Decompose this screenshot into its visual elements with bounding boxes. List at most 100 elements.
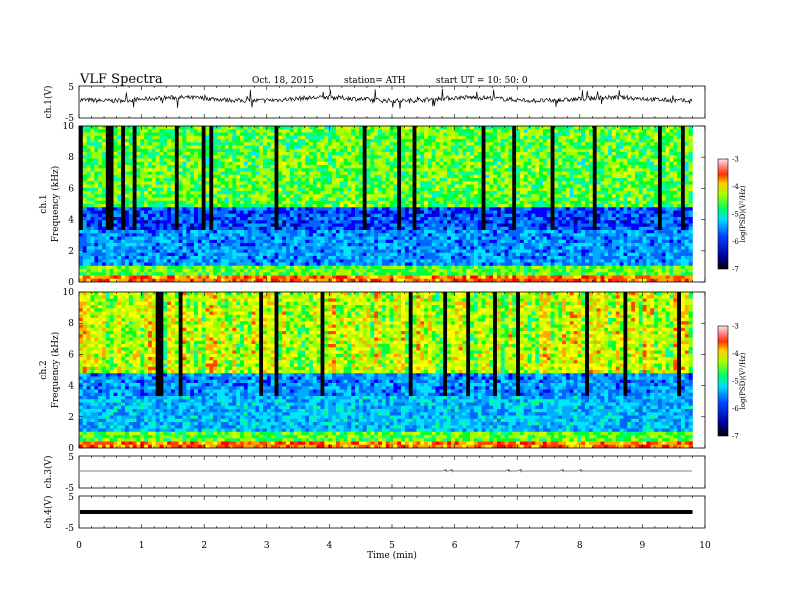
heatmap-cell <box>220 197 225 202</box>
heatmap-cell <box>148 246 153 250</box>
heatmap-cell <box>148 165 153 169</box>
heatmap-cell <box>79 249 84 254</box>
heatmap-cell <box>109 145 114 150</box>
heatmap-cell <box>255 135 260 140</box>
heatmap-cell <box>412 187 417 192</box>
heatmap-cell <box>136 161 141 166</box>
heatmap-cell <box>182 262 187 267</box>
heatmap-cell <box>347 223 352 228</box>
heatmap-cell <box>358 269 364 273</box>
heatmap-cell <box>324 210 329 215</box>
heatmap-cell <box>328 139 333 143</box>
heatmap-cell <box>102 243 107 247</box>
heatmap-cell <box>366 168 371 172</box>
heatmap-cell <box>109 265 114 270</box>
heatmap-cell <box>427 184 433 189</box>
heatmap-cell <box>431 207 436 211</box>
heatmap-cell <box>105 132 110 137</box>
heatmap-cell <box>458 158 463 163</box>
heatmap-cell <box>263 236 268 241</box>
heatmap-cell <box>339 259 344 263</box>
heatmap-cell <box>305 145 310 150</box>
heatmap-cell <box>79 191 84 195</box>
heatmap-cell <box>282 252 287 257</box>
heatmap-cell <box>462 249 467 254</box>
heatmap-cell <box>358 145 364 150</box>
heatmap-cell <box>132 236 137 241</box>
heatmap-cell <box>263 262 268 267</box>
heatmap-cell <box>462 226 467 231</box>
heatmap-cell <box>79 181 84 185</box>
heatmap-cell <box>297 217 302 221</box>
heatmap-cell <box>255 252 260 257</box>
heatmap-cell <box>312 178 318 182</box>
heatmap-cell <box>251 152 256 156</box>
heatmap-cell <box>159 278 164 282</box>
heatmap-cell <box>190 220 195 224</box>
heatmap-cell <box>243 194 248 198</box>
heatmap-cell <box>328 135 333 140</box>
heatmap-cell <box>412 161 417 166</box>
heatmap-cell <box>174 223 179 228</box>
heatmap-cell <box>90 278 95 282</box>
heatmap-cell <box>109 213 114 218</box>
heatmap-cell <box>128 213 133 218</box>
heatmap-cell <box>366 194 371 198</box>
heatmap-cell <box>420 204 425 208</box>
heatmap-cell <box>282 278 287 282</box>
heatmap-cell <box>470 246 475 250</box>
heatmap-cell <box>220 158 225 163</box>
heatmap-cell <box>286 139 291 143</box>
heatmap-cell <box>117 132 122 137</box>
heatmap-cell <box>420 243 425 247</box>
heatmap-cell <box>263 194 268 198</box>
heatmap-cell <box>155 148 160 153</box>
heatmap-cell <box>109 129 114 133</box>
heatmap-cell <box>171 158 176 163</box>
heatmap-cell <box>401 148 406 153</box>
heatmap-cell <box>205 178 210 182</box>
heatmap-cell <box>397 145 402 150</box>
heatmap-cell <box>301 278 306 282</box>
heatmap-cell <box>113 197 118 202</box>
heatmap-cell <box>332 226 337 231</box>
heatmap-cell <box>113 132 118 137</box>
heatmap-cell <box>454 265 459 270</box>
heatmap-cell <box>355 155 360 159</box>
heatmap-cell <box>343 226 348 231</box>
heatmap-cell <box>209 217 214 221</box>
heatmap-cell <box>412 178 417 182</box>
heatmap-cell <box>320 126 325 130</box>
heatmap-cell <box>102 207 107 211</box>
heatmap-cell <box>320 220 325 224</box>
heatmap-cell <box>197 126 202 130</box>
heatmap-cell <box>470 265 475 270</box>
heatmap-cell <box>404 139 410 143</box>
heatmap-cell <box>240 220 245 224</box>
heatmap-cell <box>140 275 145 280</box>
heatmap-cell <box>190 256 195 260</box>
heatmap-cell <box>205 230 210 234</box>
heatmap-cell <box>293 152 298 156</box>
heatmap-cell <box>378 129 383 133</box>
heatmap-cell <box>332 223 337 228</box>
heatmap-cell <box>224 204 229 208</box>
heatmap-cell <box>79 158 84 163</box>
heatmap-cell <box>370 171 375 176</box>
heatmap-cell <box>98 139 103 143</box>
heatmap-cell <box>243 246 248 250</box>
heatmap-cell <box>102 197 107 202</box>
heatmap-cell <box>232 272 237 276</box>
heatmap-cell <box>385 236 390 241</box>
heatmap-cell <box>278 213 283 218</box>
heatmap-cell <box>443 265 448 270</box>
heatmap-cell <box>301 174 306 179</box>
heatmap-cell <box>447 132 452 137</box>
heatmap-cell <box>305 236 310 241</box>
heatmap-cell <box>190 213 195 218</box>
heatmap-cell <box>385 126 390 130</box>
heatmap-cell <box>473 174 479 179</box>
heatmap-cell <box>205 194 210 198</box>
heatmap-cell <box>190 207 195 211</box>
heatmap-cell <box>98 252 103 257</box>
